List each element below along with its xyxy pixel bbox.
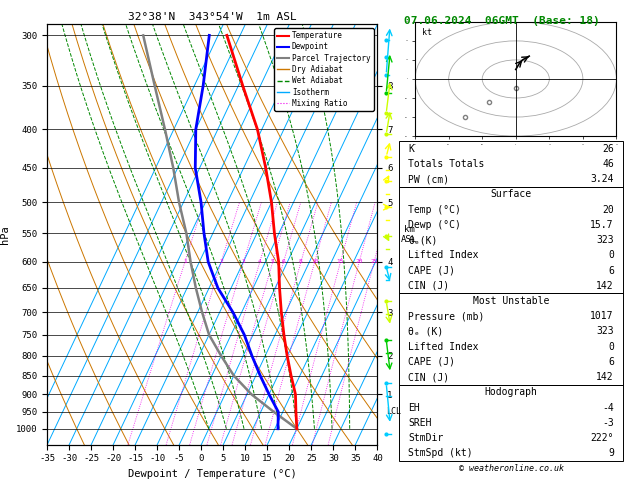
- Text: 6: 6: [282, 260, 286, 264]
- Bar: [399, 294, 623, 385]
- Text: 5: 5: [271, 260, 275, 264]
- Text: K: K: [408, 143, 415, 154]
- Legend: Temperature, Dewpoint, Parcel Trajectory, Dry Adiabat, Wet Adiabat, Isotherm, Mi: Temperature, Dewpoint, Parcel Trajectory…: [274, 28, 374, 111]
- Text: 3: 3: [242, 260, 245, 264]
- Text: 3.24: 3.24: [590, 174, 614, 184]
- Text: 6: 6: [608, 357, 614, 367]
- Text: -3: -3: [602, 418, 614, 428]
- Text: CAPE (J): CAPE (J): [408, 265, 455, 276]
- Text: CAPE (J): CAPE (J): [408, 357, 455, 367]
- Text: 1: 1: [183, 260, 187, 264]
- Text: 323: 323: [596, 327, 614, 336]
- Text: θₑ(K): θₑ(K): [408, 235, 438, 245]
- Text: CIN (J): CIN (J): [408, 281, 450, 291]
- Text: Totals Totals: Totals Totals: [408, 159, 485, 169]
- Text: 15.7: 15.7: [590, 220, 614, 230]
- Text: SREH: SREH: [408, 418, 432, 428]
- Text: Most Unstable: Most Unstable: [473, 296, 549, 306]
- Text: Dewp (°C): Dewp (°C): [408, 220, 461, 230]
- Text: 4: 4: [258, 260, 262, 264]
- Y-axis label: km
ASL: km ASL: [401, 225, 417, 244]
- Text: Pressure (mb): Pressure (mb): [408, 311, 485, 321]
- Text: 46: 46: [602, 159, 614, 169]
- Text: 142: 142: [596, 281, 614, 291]
- Text: EH: EH: [408, 403, 420, 413]
- Y-axis label: hPa: hPa: [1, 225, 11, 244]
- Text: θₑ (K): θₑ (K): [408, 327, 443, 336]
- Text: PW (cm): PW (cm): [408, 174, 450, 184]
- Text: 6: 6: [608, 265, 614, 276]
- Bar: [399, 187, 623, 294]
- Text: Lifted Index: Lifted Index: [408, 250, 479, 260]
- Text: 8: 8: [299, 260, 303, 264]
- Text: 20: 20: [602, 205, 614, 214]
- Text: Surface: Surface: [491, 189, 532, 199]
- Text: 20: 20: [355, 260, 363, 264]
- Text: kt: kt: [422, 28, 432, 36]
- Text: 1017: 1017: [590, 311, 614, 321]
- Text: 26: 26: [602, 143, 614, 154]
- Text: LCL: LCL: [386, 407, 401, 417]
- Text: Lifted Index: Lifted Index: [408, 342, 479, 352]
- X-axis label: Dewpoint / Temperature (°C): Dewpoint / Temperature (°C): [128, 469, 297, 479]
- Text: 0: 0: [608, 250, 614, 260]
- Text: StmSpd (kt): StmSpd (kt): [408, 449, 473, 458]
- Text: 222°: 222°: [590, 433, 614, 443]
- Text: 323: 323: [596, 235, 614, 245]
- Text: 15: 15: [337, 260, 344, 264]
- Text: 07.06.2024  06GMT  (Base: 18): 07.06.2024 06GMT (Base: 18): [404, 16, 599, 26]
- Text: 9: 9: [608, 449, 614, 458]
- Title: 32°38'N  343°54'W  1m ASL: 32°38'N 343°54'W 1m ASL: [128, 12, 297, 22]
- Bar: [399, 141, 623, 187]
- Text: StmDir: StmDir: [408, 433, 443, 443]
- Text: Hodograph: Hodograph: [484, 387, 538, 398]
- Text: CIN (J): CIN (J): [408, 372, 450, 382]
- Text: 2: 2: [220, 260, 223, 264]
- Text: -4: -4: [602, 403, 614, 413]
- Text: 25: 25: [370, 260, 378, 264]
- Text: Temp (°C): Temp (°C): [408, 205, 461, 214]
- Text: 0: 0: [608, 342, 614, 352]
- Bar: [399, 385, 623, 461]
- Text: 142: 142: [596, 372, 614, 382]
- Text: 10: 10: [311, 260, 318, 264]
- Text: © weatheronline.co.uk: © weatheronline.co.uk: [459, 464, 564, 473]
